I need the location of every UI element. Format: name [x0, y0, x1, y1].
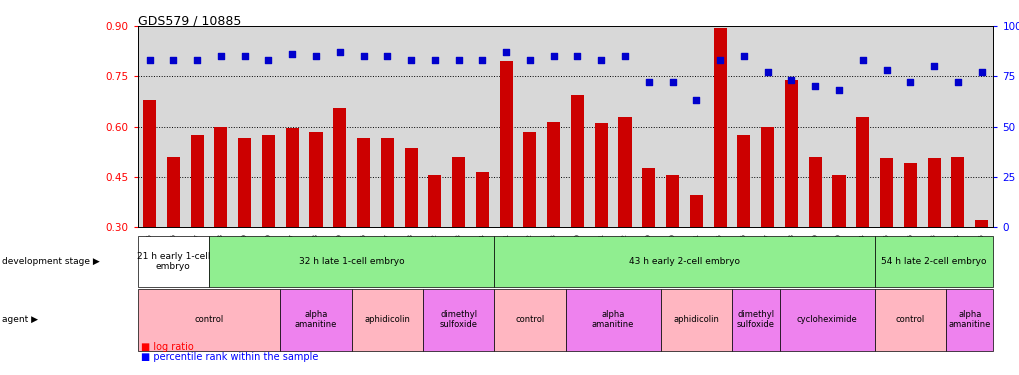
Bar [167, 157, 179, 227]
Point [949, 80, 965, 86]
Bar [499, 62, 513, 227]
Bar [476, 172, 488, 227]
Point [308, 53, 324, 59]
Point [379, 53, 395, 59]
Bar [571, 95, 584, 227]
Bar [428, 175, 441, 227]
Bar [214, 127, 227, 227]
Point [165, 57, 181, 63]
Bar [191, 135, 204, 227]
Point [972, 69, 988, 75]
Bar [285, 128, 299, 227]
Point [474, 57, 490, 63]
Point [283, 51, 300, 57]
Text: 54 h late 2-cell embryo: 54 h late 2-cell embryo [880, 257, 985, 266]
Text: control: control [515, 315, 544, 324]
Bar [357, 138, 370, 227]
Bar [689, 195, 702, 227]
Text: dimethyl
sulfoxide: dimethyl sulfoxide [736, 310, 774, 329]
Bar [309, 132, 322, 227]
Point [735, 53, 751, 59]
Bar [713, 28, 726, 227]
Bar [237, 138, 251, 227]
Point [236, 53, 253, 59]
Point [522, 57, 538, 63]
Bar [784, 80, 797, 227]
Bar [380, 138, 393, 227]
Point [901, 80, 917, 86]
Bar [903, 164, 916, 227]
Text: control: control [895, 315, 924, 324]
Bar [737, 135, 750, 227]
Bar [665, 175, 679, 227]
Bar [642, 168, 654, 227]
Text: agent ▶: agent ▶ [2, 315, 38, 324]
Text: ■ percentile rank within the sample: ■ percentile rank within the sample [141, 352, 318, 362]
Bar [143, 100, 156, 227]
Point [260, 57, 276, 63]
Point [142, 57, 158, 63]
Point [569, 53, 585, 59]
Point [616, 53, 633, 59]
Point [688, 98, 704, 104]
Text: ■ log ratio: ■ log ratio [141, 342, 194, 352]
Point [759, 69, 775, 75]
Bar [760, 127, 773, 227]
Bar [405, 148, 417, 227]
Point [426, 57, 442, 63]
Point [663, 80, 680, 86]
Text: alpha
amanitine: alpha amanitine [294, 310, 337, 329]
Point [545, 53, 561, 59]
Text: aphidicolin: aphidicolin [364, 315, 410, 324]
Point [925, 63, 942, 69]
Text: aphidicolin: aphidicolin [673, 315, 718, 324]
Point [189, 57, 205, 63]
Point [830, 87, 847, 93]
Text: 32 h late 1-cell embryo: 32 h late 1-cell embryo [299, 257, 405, 266]
Text: alpha
amanitine: alpha amanitine [948, 310, 989, 329]
Point [806, 84, 822, 90]
Point [213, 53, 229, 59]
Bar [333, 108, 346, 227]
Bar [618, 117, 631, 227]
Point [403, 57, 419, 63]
Point [877, 68, 894, 74]
Text: development stage ▶: development stage ▶ [2, 257, 100, 266]
Bar [523, 132, 536, 227]
Point [497, 50, 514, 55]
Bar [926, 158, 940, 227]
Point [640, 80, 656, 86]
Bar [974, 220, 987, 227]
Text: control: control [195, 315, 223, 324]
Point [331, 50, 347, 55]
Point [592, 57, 608, 63]
Point [783, 77, 799, 83]
Text: 43 h early 2-cell embryo: 43 h early 2-cell embryo [629, 257, 739, 266]
Bar [546, 122, 559, 227]
Bar [451, 157, 465, 227]
Point [450, 57, 467, 63]
Point [854, 57, 870, 63]
Text: 21 h early 1-cell
embryo: 21 h early 1-cell embryo [137, 252, 210, 271]
Bar [855, 117, 868, 227]
Point [711, 57, 728, 63]
Bar [879, 158, 893, 227]
Bar [808, 157, 821, 227]
Bar [832, 175, 845, 227]
Text: dimethyl
sulfoxide: dimethyl sulfoxide [439, 310, 477, 329]
Bar [951, 157, 963, 227]
Bar [262, 135, 275, 227]
Text: cycloheximide: cycloheximide [796, 315, 857, 324]
Point [355, 53, 371, 59]
Text: GDS579 / 10885: GDS579 / 10885 [138, 15, 240, 28]
Text: alpha
amanitine: alpha amanitine [591, 310, 634, 329]
Bar [594, 123, 607, 227]
